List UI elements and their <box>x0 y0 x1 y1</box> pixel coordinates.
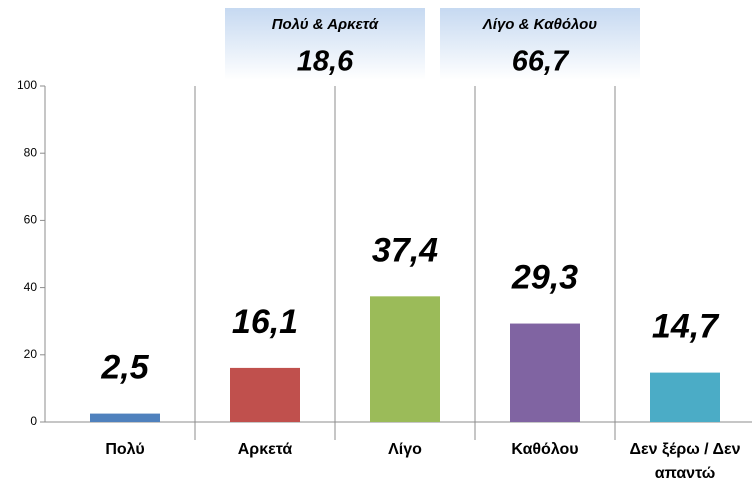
bar <box>230 367 300 422</box>
value-label: 16,1 <box>232 303 298 341</box>
y-tick-label: 60 <box>24 213 38 227</box>
x-tick-label: Πολύ <box>105 441 145 458</box>
bar <box>510 323 580 422</box>
annotation-text: 18,6 <box>297 46 354 78</box>
x-tick-label: Δεν ξέρω / Δεν απαντώ <box>629 441 741 482</box>
y-tick-label: 40 <box>24 280 38 294</box>
value-label: 2,5 <box>100 349 149 387</box>
annotation-box <box>440 8 640 80</box>
annotation-title: Λίγο & Καθόλου <box>482 16 598 33</box>
x-tick-label: Αρκετά <box>237 441 293 458</box>
annotation-title: Πολύ & Αρκετά <box>272 16 379 33</box>
y-tick-label: 0 <box>30 414 37 428</box>
annotation-box <box>225 8 425 80</box>
bar <box>370 296 440 422</box>
annotation-text: 66,7 <box>512 46 570 78</box>
value-label: 29,3 <box>511 259 578 297</box>
value-label: 14,7 <box>652 308 720 346</box>
y-tick-label: 100 <box>17 78 37 92</box>
x-tick-label: Καθόλου <box>511 441 579 458</box>
bar <box>650 372 720 422</box>
bar <box>90 413 160 422</box>
y-tick-label: 20 <box>24 347 38 361</box>
value-label: 37,4 <box>372 231 438 269</box>
y-tick-label: 80 <box>24 145 38 159</box>
x-tick-label: Λίγο <box>388 441 422 458</box>
